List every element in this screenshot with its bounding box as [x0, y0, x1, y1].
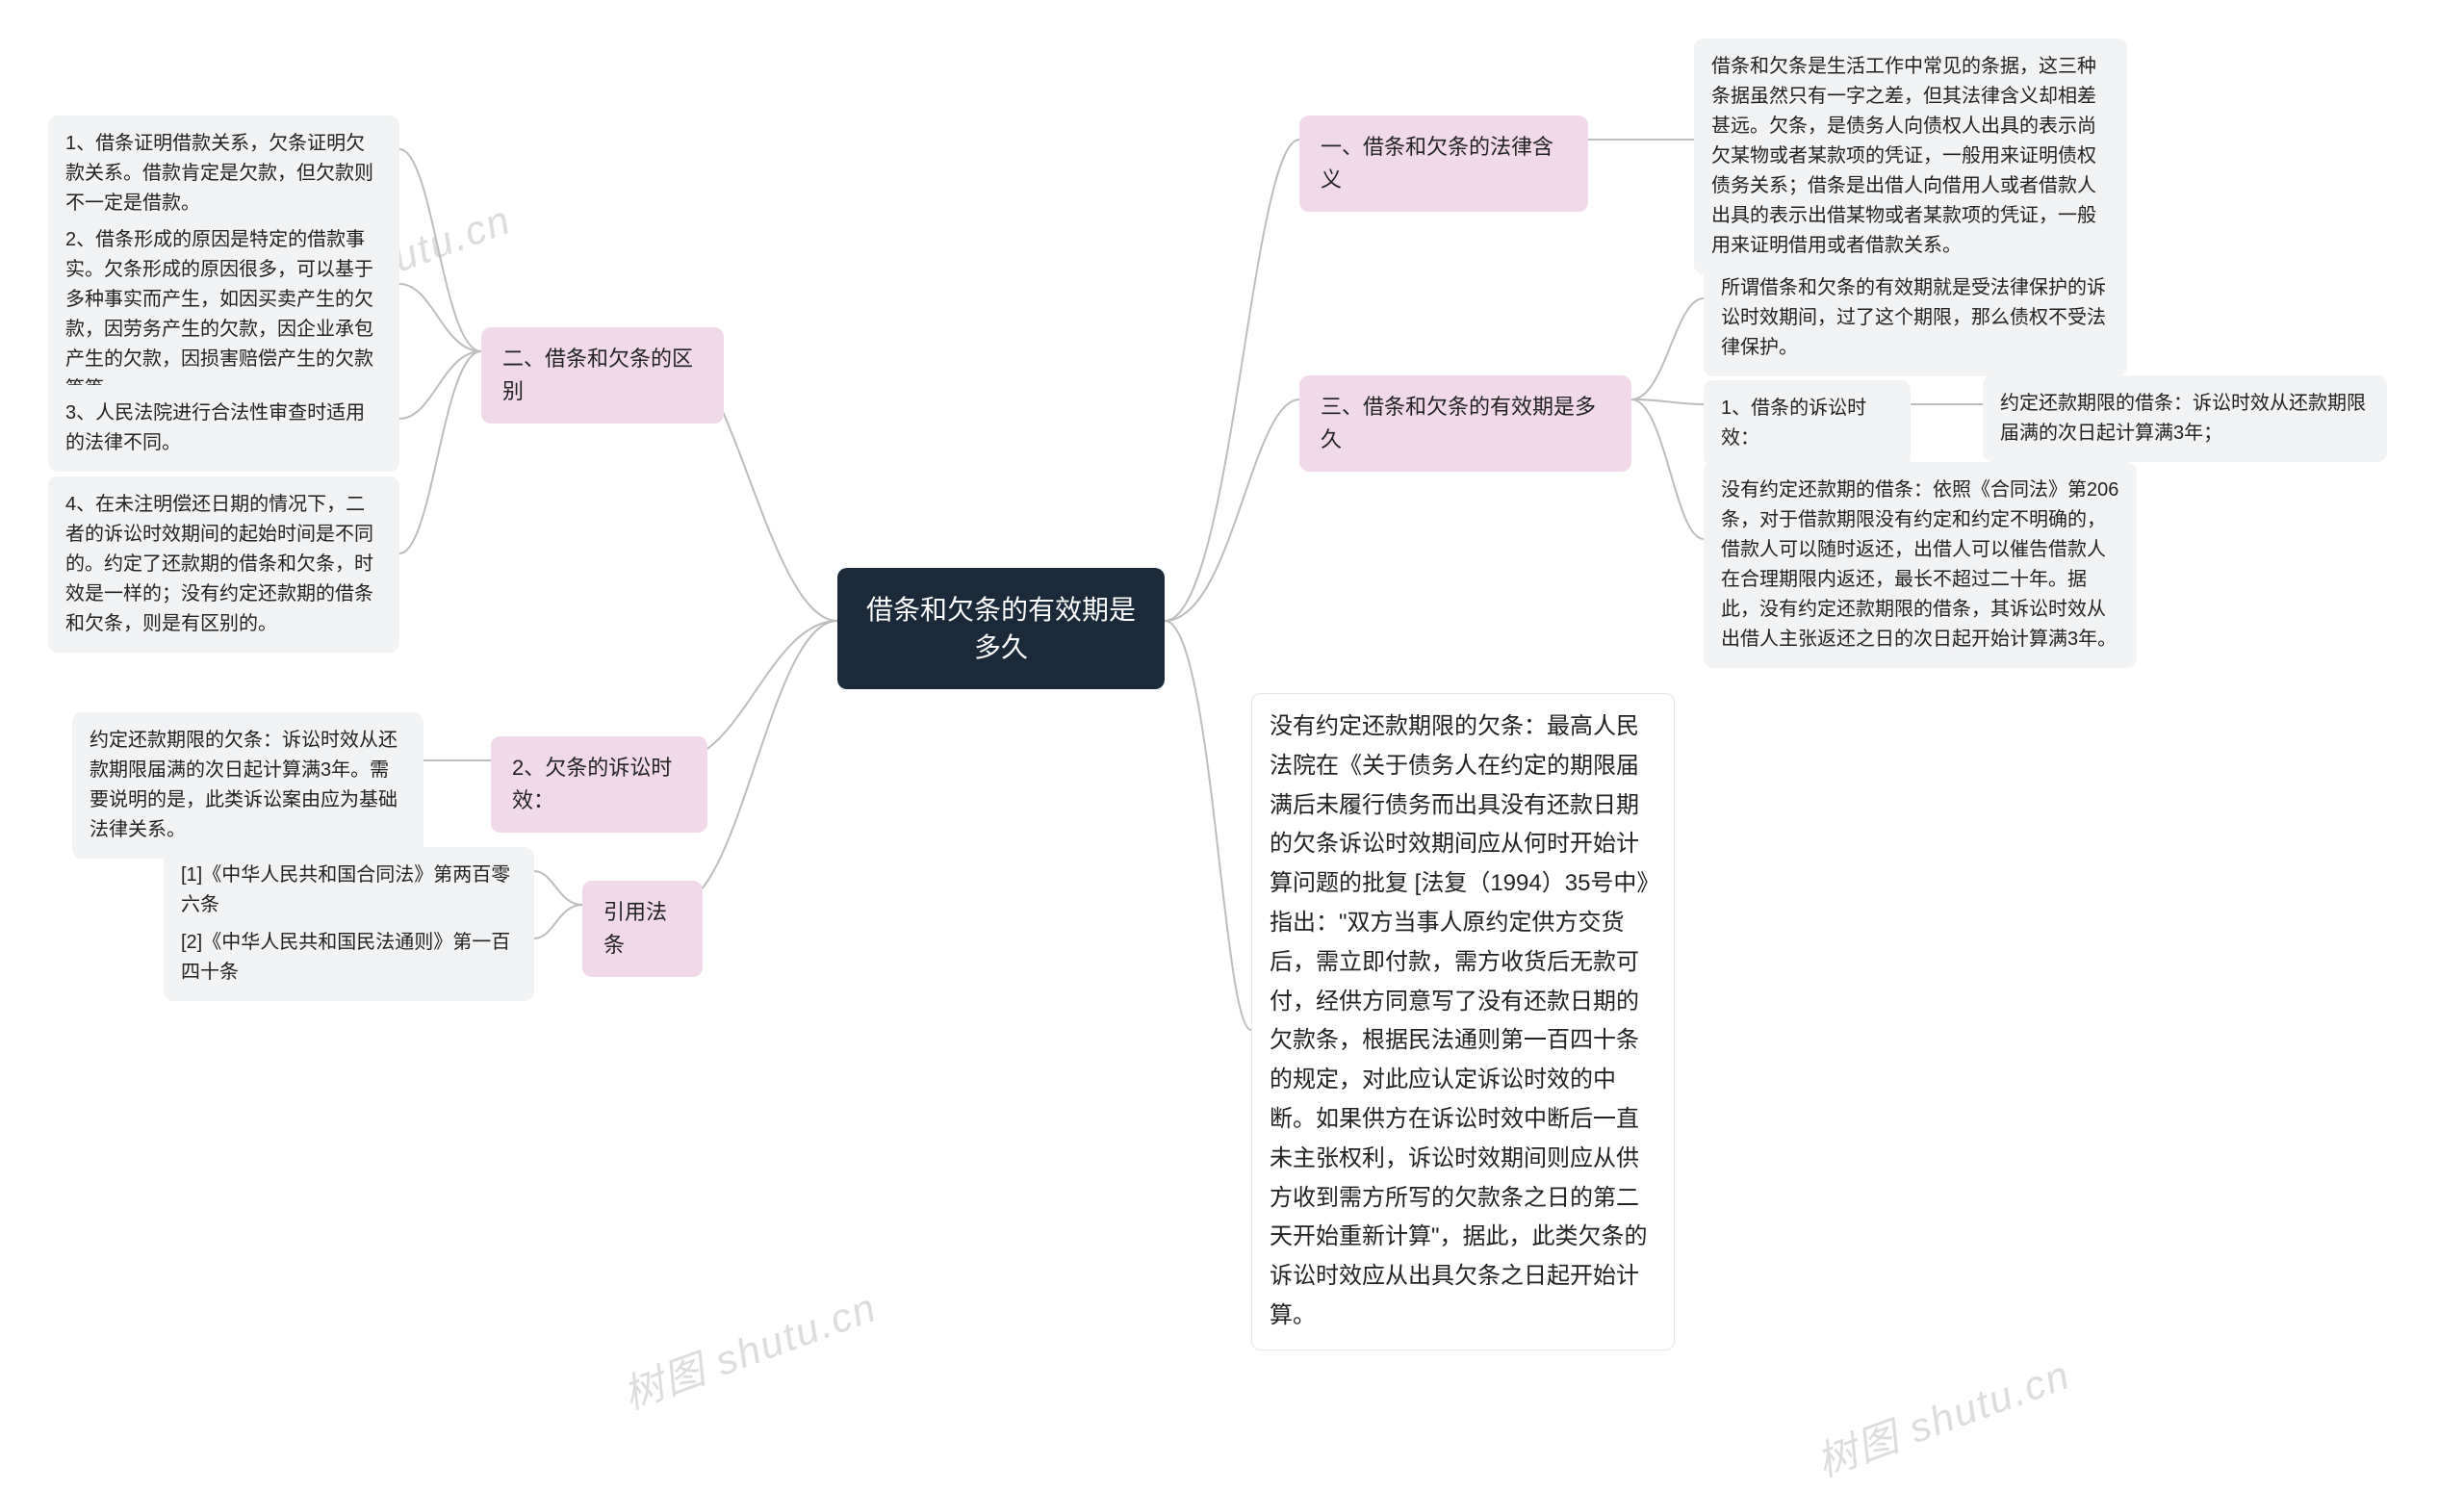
branch-owed-leaf: 约定还款期限的欠条：诉讼时效从还款期限届满的次日起计算满3年。需要说明的是，此类…: [72, 712, 424, 859]
watermark: 树图 shutu.cn: [614, 1275, 885, 1422]
big-leaf: 没有约定还款期限的欠条：最高人民法院在《关于债务人在约定的期限届满后未履行债务而…: [1251, 693, 1675, 1350]
branch-3-leaf1: 所谓借条和欠条的有效期就是受法律保护的诉讼时效期间，过了这个期限，那么债权不受法…: [1704, 260, 2127, 376]
root-node: 借条和欠条的有效期是多久: [837, 568, 1165, 689]
branch-3-leaf2-title: 1、借条的诉讼时效：: [1704, 380, 1911, 467]
branch-cite-leaf2: [2]《中华人民共和国民法通则》第一百四十条: [164, 914, 534, 1001]
branch-2-title: 二、借条和欠条的区别: [481, 327, 724, 424]
branch-3-leaf3: 没有约定还款期的借条：依照《合同法》第206条，对于借款期限没有约定和约定不明确…: [1704, 462, 2137, 668]
branch-2-leaf4: 4、在未注明偿还日期的情况下，二者的诉讼时效期间的起始时间是不同的。约定了还款期…: [48, 476, 399, 653]
branch-cite-title: 引用法条: [582, 881, 703, 977]
branch-owed-title: 2、欠条的诉讼时效：: [491, 736, 707, 833]
branch-1-title: 一、借条和欠条的法律含义: [1299, 116, 1588, 212]
branch-3-leaf2-detail: 约定还款期限的借条：诉讼时效从还款期限届满的次日起计算满3年；: [1983, 375, 2387, 462]
branch-3-title: 三、借条和欠条的有效期是多久: [1299, 375, 1631, 472]
branch-2-leaf3: 3、人民法院进行合法性审查时适用的法律不同。: [48, 385, 399, 472]
watermark: 树图 shutu.cn: [1808, 1343, 2078, 1489]
branch-1-leaf: 借条和欠条是生活工作中常见的条据，这三种条据虽然只有一字之差，但其法律含义却相差…: [1694, 39, 2127, 274]
